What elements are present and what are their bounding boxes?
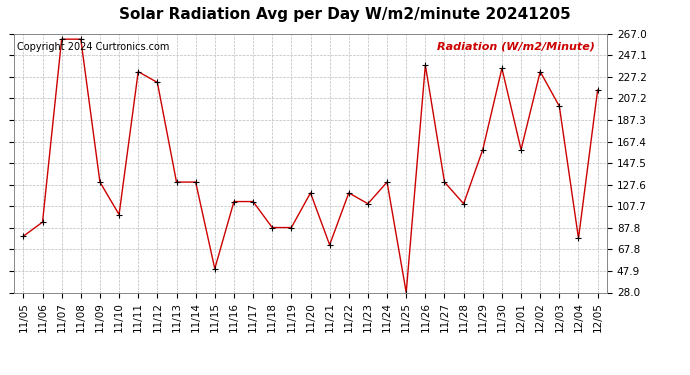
- Text: Copyright 2024 Curtronics.com: Copyright 2024 Curtronics.com: [17, 42, 169, 51]
- Text: Radiation (W/m2/Minute): Radiation (W/m2/Minute): [437, 42, 595, 51]
- Text: Solar Radiation Avg per Day W/m2/minute 20241205: Solar Radiation Avg per Day W/m2/minute …: [119, 8, 571, 22]
